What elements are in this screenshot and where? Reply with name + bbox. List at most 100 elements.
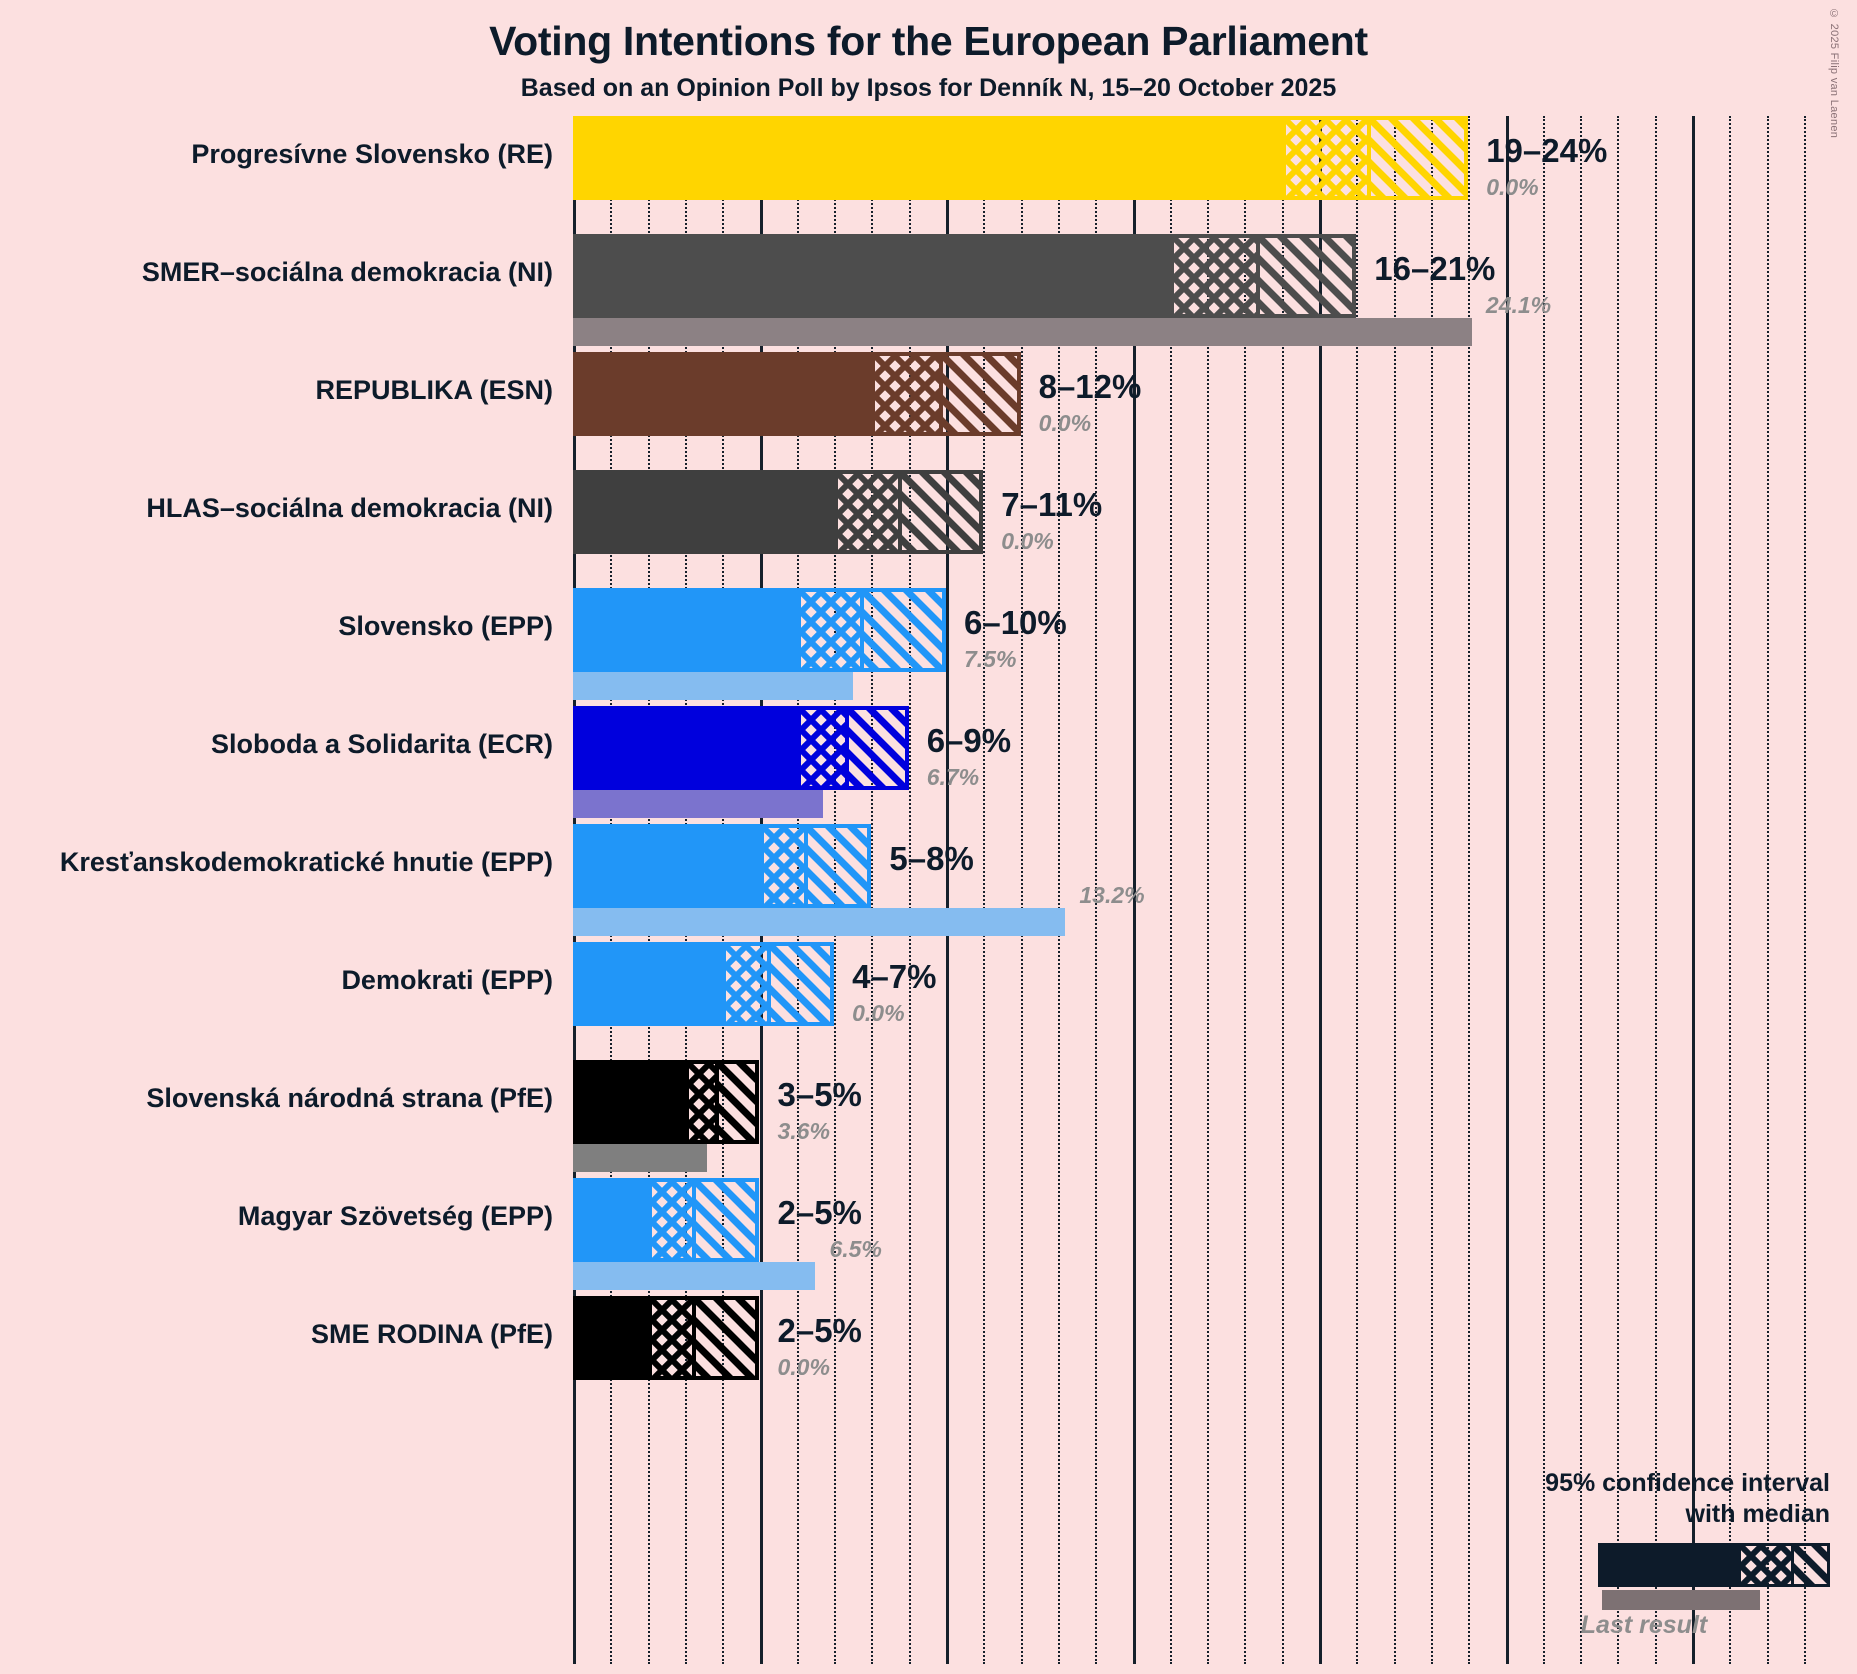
gridline-minor xyxy=(1057,116,1060,1664)
ci-lower-solid-segment xyxy=(573,1296,648,1380)
ci-median-crosshatch-segment xyxy=(796,706,846,790)
ci-range-label: 16–21% xyxy=(1374,250,1496,287)
chart-plot-area: 19–24% 0.0% 16–21% 24.1% 8–12% 0.0% 7–11% 0.0% 6… xyxy=(573,116,1806,1664)
ci-lower-solid-segment xyxy=(573,1178,648,1262)
last-result-bar xyxy=(573,790,823,818)
gridline-minor xyxy=(871,116,874,1664)
ci-upper-hatch-segment xyxy=(860,588,946,672)
legend-solid-segment xyxy=(1601,1546,1742,1584)
ci-upper-hatch-segment xyxy=(714,1060,760,1144)
ci-bar xyxy=(573,1060,760,1144)
ci-lower-solid-segment xyxy=(573,942,723,1026)
ci-bar xyxy=(573,1178,760,1262)
legend-ci-line2: with median xyxy=(1685,1499,1830,1528)
ci-lower-solid-segment xyxy=(573,116,1282,200)
ci-range-label: 19–24% xyxy=(1486,132,1608,169)
last-result-bar xyxy=(573,1144,708,1172)
ci-median-crosshatch-segment xyxy=(796,588,861,672)
gridline-minor xyxy=(1020,116,1023,1664)
ci-upper-hatch-segment xyxy=(897,470,984,554)
ci-median-crosshatch-segment xyxy=(759,824,805,908)
gridline-minor xyxy=(1244,116,1247,1664)
party-label: Slovenská národná strana (PfE) xyxy=(146,1083,553,1113)
ci-lower-solid-segment xyxy=(573,470,835,554)
last-result-bar xyxy=(573,908,1066,936)
last-result-bar xyxy=(573,318,1472,346)
legend-last-result-label: Last result xyxy=(1580,1611,1708,1639)
legend-hatch-segment xyxy=(1794,1546,1827,1584)
ci-median-crosshatch-segment xyxy=(834,470,898,554)
ci-lower-solid-segment xyxy=(573,234,1170,318)
ci-range-label: 7–11% xyxy=(1001,486,1103,523)
ci-range-label: 6–10% xyxy=(964,604,1067,641)
gridline-minor xyxy=(1169,116,1172,1664)
last-result-label: 0.0% xyxy=(1001,528,1054,554)
last-result-bar xyxy=(573,1262,816,1290)
gridline-major xyxy=(1505,116,1509,1664)
party-label: Demokrati (EPP) xyxy=(341,965,553,995)
party-label: Progresívne Slovensko (RE) xyxy=(191,139,553,169)
gridline-major xyxy=(1692,116,1695,1664)
ci-lower-solid-segment xyxy=(573,352,872,436)
party-label: Slovensko (EPP) xyxy=(338,611,553,641)
last-result-label: 13.2% xyxy=(1079,882,1145,908)
gridline-minor xyxy=(1803,116,1806,1664)
gridline-minor xyxy=(1430,116,1433,1664)
ci-range-label: 8–12% xyxy=(1038,368,1142,405)
chart-legend: 95% confidence interval with median Last… xyxy=(1490,1468,1850,1639)
ci-median-crosshatch-segment xyxy=(1169,234,1256,318)
ci-median-crosshatch-segment xyxy=(647,1178,693,1262)
ci-range-label: 6–9% xyxy=(926,722,1012,759)
last-result-label: 0.0% xyxy=(1486,174,1539,200)
ci-upper-hatch-segment xyxy=(692,1178,760,1262)
gridline-minor xyxy=(1542,116,1545,1664)
ci-median-crosshatch-segment xyxy=(871,352,939,436)
ci-upper-hatch-segment xyxy=(1367,116,1469,200)
gridline-minor xyxy=(1095,116,1098,1664)
ci-bar xyxy=(573,706,909,790)
gridline-major xyxy=(1319,116,1322,1664)
ci-upper-hatch-segment xyxy=(938,352,1021,436)
last-result-label: 0.0% xyxy=(852,1000,905,1026)
ci-lower-solid-segment xyxy=(573,588,797,672)
party-label: Sloboda a Solidarita (ECR) xyxy=(210,729,553,759)
ci-bar xyxy=(573,824,872,908)
ci-range-label: 5–8% xyxy=(889,840,974,877)
last-result-label: 24.1% xyxy=(1485,292,1552,318)
ci-bar xyxy=(573,352,1021,436)
party-label: Magyar Szövetség (EPP) xyxy=(237,1201,553,1231)
ci-bar xyxy=(573,588,946,672)
gridline-minor xyxy=(983,116,986,1664)
ci-lower-solid-segment xyxy=(573,1060,685,1144)
legend-crosshatch-segment xyxy=(1741,1546,1795,1584)
ci-bar xyxy=(573,116,1469,200)
gridline-minor xyxy=(1654,116,1657,1664)
ci-upper-hatch-segment xyxy=(766,942,835,1026)
copyright-notice: © 2025 Filip van Laenen xyxy=(1828,8,1840,139)
legend-sample-bar: Last result xyxy=(1490,1543,1830,1639)
gridline-major xyxy=(1132,116,1136,1664)
gridline-minor xyxy=(1729,116,1732,1664)
ci-median-crosshatch-segment xyxy=(722,942,767,1026)
legend-ci-bar xyxy=(1598,1543,1830,1587)
gridline-minor xyxy=(908,116,911,1664)
gridline-minor xyxy=(1393,116,1396,1664)
party-label: SMER–sociálna demokracia (NI) xyxy=(141,257,553,287)
last-result-label: 6.5% xyxy=(829,1236,882,1262)
last-result-bar xyxy=(573,672,853,700)
ci-lower-solid-segment xyxy=(573,824,760,908)
legend-ci-line1: 95% confidence interval xyxy=(1545,1469,1830,1497)
ci-upper-hatch-segment xyxy=(1255,234,1357,318)
legend-last-result-bar xyxy=(1602,1590,1760,1610)
ci-upper-hatch-segment xyxy=(692,1296,760,1380)
last-result-label: 0.0% xyxy=(777,1354,830,1380)
party-label: REPUBLIKA (ESN) xyxy=(315,375,553,405)
gridline-minor xyxy=(1281,116,1284,1664)
ci-upper-hatch-segment xyxy=(845,706,909,790)
ci-range-label: 2–5% xyxy=(777,1194,862,1231)
ci-bar xyxy=(573,1296,760,1380)
ci-bar xyxy=(573,234,1357,318)
ci-median-crosshatch-segment xyxy=(684,1060,715,1144)
ci-upper-hatch-segment xyxy=(804,824,872,908)
ci-bar xyxy=(573,470,984,554)
